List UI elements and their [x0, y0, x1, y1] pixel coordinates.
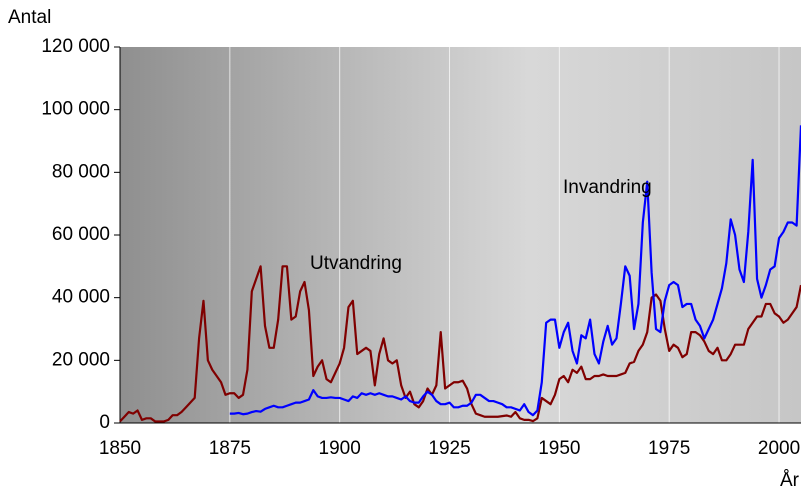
annotation: Invandring: [563, 177, 652, 198]
y-axis-label: Antal: [8, 7, 51, 28]
annotation: Utvandring: [310, 253, 402, 274]
x-tick-label: 1900: [319, 438, 361, 459]
y-tick-label: 60 000: [52, 224, 110, 245]
y-tick-label: 40 000: [52, 287, 110, 308]
chart: Antal År Utvandring Invandring 0 20 000 40…: [0, 0, 801, 491]
x-axis-label: År: [780, 470, 800, 491]
y-tick-label: 120 000: [41, 36, 110, 57]
x-tick-label: 1875: [209, 438, 251, 459]
x-tick-label: 1925: [428, 438, 470, 459]
y-tick-label: 100 000: [41, 99, 110, 120]
y-tick-label: 20 000: [52, 349, 110, 370]
y-tick-label: 80 000: [52, 161, 110, 182]
x-tick-label: 2000: [758, 438, 800, 459]
x-tick-label: 1850: [99, 438, 141, 459]
x-tick-label: 1950: [538, 438, 580, 459]
background-photo: [120, 47, 801, 423]
x-tick-label: 1975: [648, 438, 690, 459]
y-tick-label: 0: [99, 412, 110, 433]
